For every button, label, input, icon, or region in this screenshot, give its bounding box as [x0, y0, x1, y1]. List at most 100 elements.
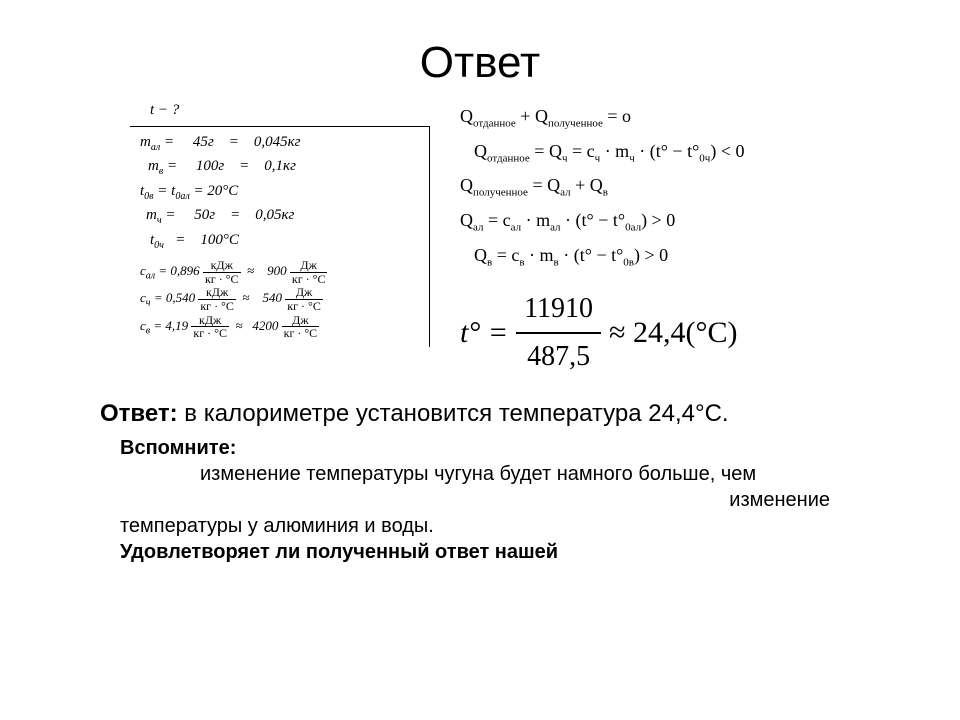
eq: = c: [492, 245, 519, 265]
den: кг · °C: [191, 327, 229, 340]
dot: · m: [521, 210, 550, 230]
unit-frac: Джкг · °C: [290, 259, 328, 285]
subscript: в: [146, 325, 150, 336]
subscript: в: [159, 166, 163, 177]
val2: 4200: [252, 318, 278, 333]
result-fraction: 11910 487,5: [516, 286, 601, 380]
eq-q-al: Qал = cал · mал · (t° − t°0ал) > 0: [460, 206, 880, 237]
sub: в: [603, 187, 608, 199]
approx: ≈: [235, 318, 242, 333]
q: Q: [460, 106, 473, 126]
dot: · m: [525, 245, 554, 265]
remind-line1: изменение температуры чугуна будет намно…: [120, 461, 840, 487]
approx: ≈: [247, 263, 254, 278]
sub: ал: [473, 222, 483, 234]
answer-text: в калориметре установится температура 24…: [178, 400, 729, 427]
row-t0: t0в = t0ал = 20°C: [140, 181, 423, 205]
val-g: 50г: [194, 207, 215, 223]
val: = 0,540: [154, 291, 195, 306]
dot: · m: [600, 141, 629, 161]
result-num: 11910: [516, 286, 601, 334]
row-m-v: mв = 100г = 0,1кг: [140, 156, 423, 180]
eq: =: [239, 158, 249, 174]
row-t0ch: t0ч = 100°C: [140, 230, 423, 254]
paren: · (t° − t°: [635, 141, 700, 161]
val-g: 100г: [196, 158, 224, 174]
q: Q: [474, 141, 487, 161]
val: = 4,19: [153, 318, 188, 333]
unit-frac: кДжкг · °C: [191, 314, 229, 340]
sub: ал: [550, 222, 560, 234]
val2: 900: [267, 263, 287, 278]
result-equation: t° = 11910 487,5 ≈ 24,4(°C): [460, 286, 880, 380]
page-title: Ответ: [0, 0, 960, 98]
num: Дж: [290, 259, 328, 273]
unit-frac: Джкг · °C: [285, 286, 323, 312]
den: кг · °C: [203, 273, 241, 286]
unit-frac: кДжкг · °C: [198, 286, 236, 312]
sym: m: [146, 207, 157, 223]
q: Q: [535, 106, 548, 126]
eq: =: [167, 158, 177, 174]
answer-label: Ответ:: [100, 400, 178, 427]
eq-received-heat: Qполученное = Qал + Qв: [460, 171, 880, 202]
eq: =: [165, 207, 175, 223]
answer-line: Ответ: в калориметре установится темпера…: [0, 380, 960, 429]
num: кДж: [203, 259, 241, 273]
paren: · (t° − t°: [561, 210, 626, 230]
result-lhs: t° =: [460, 308, 508, 358]
num: Дж: [285, 286, 323, 300]
eq: = c: [483, 210, 510, 230]
sub: отданное: [473, 118, 516, 130]
subscript: ч: [157, 215, 162, 226]
eq: = t: [157, 183, 175, 199]
row-m-ch: mч = 50г = 0,05кг: [140, 205, 423, 229]
remind-label: Вспомните:: [120, 437, 236, 459]
sub: 0ч: [699, 152, 710, 164]
content-area: t − ? mал = 45г = 0,045кг mв = 100г = 0,…: [0, 98, 960, 380]
remind-line3: температуры у алюминия и воды.: [120, 515, 434, 537]
num: кДж: [198, 286, 236, 300]
q: Q: [474, 245, 487, 265]
row-m-al: mал = 45г = 0,045кг: [140, 132, 423, 156]
den: кг · °C: [290, 273, 328, 286]
given-column: t − ? mал = 45г = 0,045кг mв = 100г = 0,…: [130, 98, 430, 380]
val-kg: 0,05кг: [255, 207, 294, 223]
result-den: 487,5: [516, 334, 601, 380]
sub: ал: [511, 222, 521, 234]
plus: +: [516, 106, 535, 126]
close: ) > 0: [634, 245, 668, 265]
close: ) < 0: [710, 141, 744, 161]
sub: полученное: [548, 118, 603, 130]
eq: = Q: [528, 175, 560, 195]
find-row: t − ?: [130, 98, 430, 127]
paren: · (t° − t°: [559, 245, 624, 265]
subscript: ал: [151, 142, 160, 153]
unit-frac: кДжкг · °C: [203, 259, 241, 285]
reminder-block: Вспомните: изменение температуры чугуна …: [0, 429, 960, 565]
val-kg: 0,045кг: [254, 134, 301, 150]
val: 100°C: [200, 232, 239, 248]
eq-q-v: Qв = cв · mв · (t° − t°0в) > 0: [460, 241, 880, 272]
equations-column: Qотданное + Qполученное = о Qотданное = …: [430, 98, 880, 380]
eq: = Q: [530, 141, 562, 161]
den: кг · °C: [285, 300, 323, 313]
sub: ал: [560, 187, 570, 199]
eq: =: [164, 134, 174, 150]
num: Дж: [282, 314, 320, 328]
val-g: 45г: [193, 134, 214, 150]
sub: 0в: [623, 257, 634, 269]
remind-line2: изменение: [120, 487, 840, 513]
eq-given-heat: Qотданное = Qч = cч · mч · (t° − t°0ч) <…: [460, 137, 880, 168]
eq: =: [230, 207, 240, 223]
q: Q: [460, 210, 473, 230]
den: кг · °C: [282, 327, 320, 340]
subscript: ал: [146, 271, 155, 282]
val2: 540: [263, 291, 283, 306]
sub: отданное: [487, 152, 530, 164]
given-block: mал = 45г = 0,045кг mв = 100г = 0,1кг t0…: [130, 127, 430, 347]
subscript: 0в: [144, 191, 153, 202]
q: Q: [460, 175, 473, 195]
val-kg: 0,1кг: [264, 158, 296, 174]
row-c-al: cал = 0,896 кДжкг · °C ≈ 900 Джкг · °C: [140, 259, 423, 285]
